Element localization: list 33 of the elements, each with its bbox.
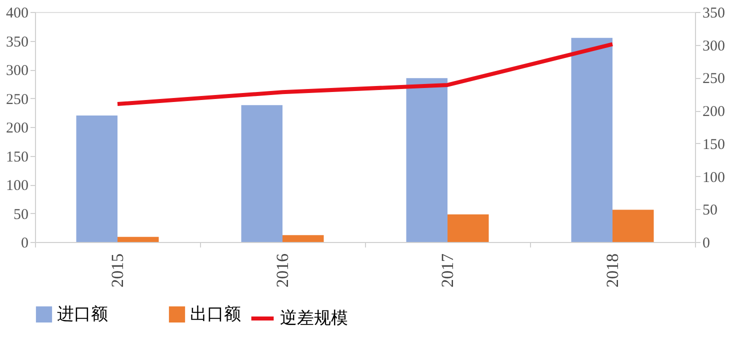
x-tick-label: 2015 bbox=[108, 254, 127, 288]
y2-tick-label: 250 bbox=[702, 71, 725, 88]
y-tick-label: 50 bbox=[14, 206, 28, 223]
bar bbox=[571, 38, 612, 242]
bar bbox=[118, 236, 159, 242]
y2-tick-label: 100 bbox=[702, 170, 725, 186]
legend-label: 进口额 bbox=[57, 304, 108, 324]
bar bbox=[448, 214, 489, 242]
y-tick-label: 0 bbox=[21, 236, 28, 252]
y-tick-label: 100 bbox=[6, 178, 28, 194]
bar bbox=[76, 116, 118, 242]
x-tick-label: 2018 bbox=[603, 254, 622, 288]
x-tick-label: 2016 bbox=[273, 254, 292, 288]
y2-tick-label: 150 bbox=[702, 136, 725, 153]
y2-tick-label: 300 bbox=[702, 38, 725, 54]
y-tick-label: 400 bbox=[6, 6, 28, 22]
bar bbox=[612, 210, 654, 242]
bar bbox=[282, 235, 324, 242]
bar bbox=[406, 78, 448, 242]
line-series bbox=[116, 42, 614, 106]
y2-tick-label: 0 bbox=[702, 236, 710, 252]
y2-tick-label: 50 bbox=[702, 202, 718, 219]
legend-label: 逆差规模 bbox=[280, 308, 348, 328]
y-tick-label: 150 bbox=[6, 149, 28, 166]
y2-tick-label: 200 bbox=[702, 104, 725, 120]
y-tick-label: 350 bbox=[6, 34, 28, 50]
x-tick-label: 2017 bbox=[438, 253, 457, 288]
y-tick-label: 200 bbox=[6, 120, 28, 136]
legend-label: 出口额 bbox=[190, 304, 241, 324]
y-tick-label: 250 bbox=[6, 92, 28, 108]
y2-tick-label: 350 bbox=[702, 6, 725, 22]
y-tick-label: 300 bbox=[6, 63, 28, 79]
bar bbox=[241, 105, 282, 242]
